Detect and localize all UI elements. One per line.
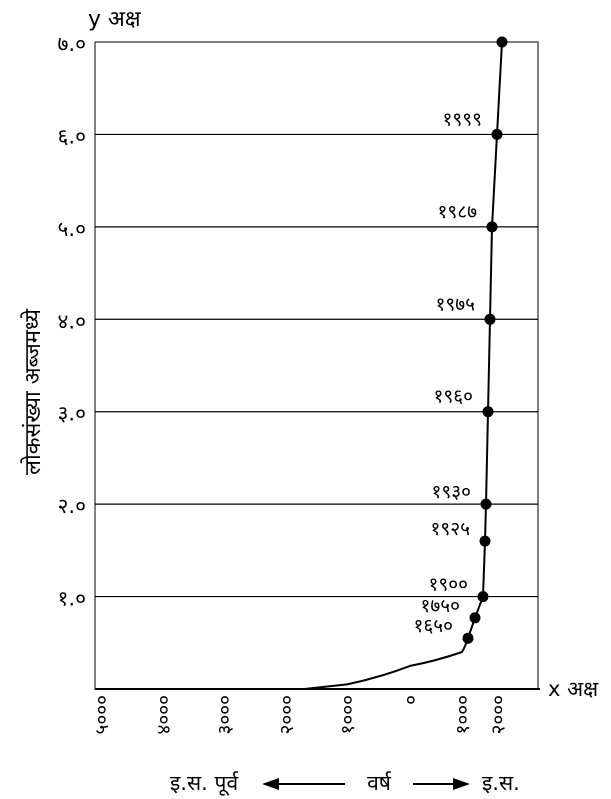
data-point [484,313,496,325]
data-point [479,535,491,547]
y-tick-label: ४.० [57,309,86,333]
data-point [469,612,481,624]
year-label: १७५० [420,595,460,617]
left-arrow [262,778,345,790]
x-tick-labels: ५००० ४००० ३००० २००० १००० ० १००० २००० [91,695,509,735]
x-tick-label: १००० [452,695,474,735]
data-point [486,221,498,233]
year-label: १९०० [428,574,468,596]
data-points [462,36,508,644]
year-label: १६५० [413,615,453,637]
year-label: १९९९ [442,108,482,130]
y-tick-labels: १.० २.० ३.० ४.० ५.० ६.० ७.० [57,32,86,611]
y-axis-title: y अक्ष [88,7,142,32]
data-point [482,406,494,418]
x-axis-label: वर्ष [367,771,392,795]
data-point [480,498,492,510]
x-tick-label: १००० [337,695,359,735]
x-tick-label: २००० [276,695,298,735]
y-tick-label: २.० [57,494,86,518]
x-tick-label: ० [400,695,422,705]
y-tick-label: ३.० [57,402,86,426]
year-label: १९७५ [435,293,475,315]
data-point [496,36,508,48]
x-axis-title: x अक्ष [548,677,599,701]
era-after-label: इ.स. [482,771,520,795]
x-tick-label: ३००० [214,695,236,735]
y-axis-label: लोकसंख्या अब्जमध्ये [20,308,46,475]
era-before-label: इ.स. पूर्व [170,771,239,796]
y-tick-label: ७.० [57,32,86,56]
x-tick-label: २००० [487,695,509,735]
y-gridlines [95,133,538,598]
plot-frame [94,41,539,690]
year-label: १९३० [431,481,471,503]
year-label: १९६० [433,386,473,408]
right-arrow [413,778,470,790]
x-tick-label: ५००० [91,695,113,735]
y-tick-label: ५.० [57,217,86,241]
year-label: १९८७ [437,201,477,223]
y-tick-label: ६.० [57,124,86,148]
data-point [491,128,503,140]
data-point [462,632,474,644]
year-label: १९२५ [430,518,470,540]
data-point [477,591,489,603]
y-tick-label: १.० [57,587,86,611]
x-tick-label: ४००० [153,695,175,735]
